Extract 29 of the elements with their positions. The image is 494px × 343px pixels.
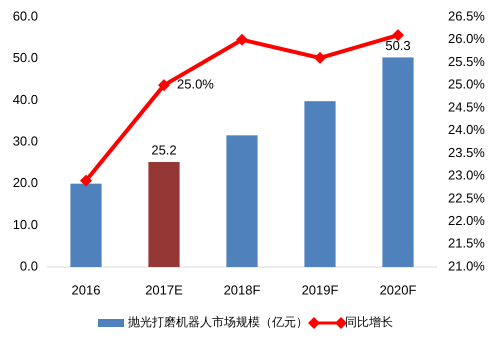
data-label: 25.0% xyxy=(177,76,214,92)
y-tick: 0.0 xyxy=(20,258,38,274)
y2-tick: 23.5% xyxy=(448,144,485,160)
x-tick: 2018F xyxy=(224,282,260,298)
y2-tick: 21.0% xyxy=(448,258,485,274)
y2-tick: 26.0% xyxy=(448,31,485,46)
legend-label: 同比增长 xyxy=(345,315,393,330)
y2-tick: 25.5% xyxy=(448,54,485,69)
x-tick: 2020F xyxy=(380,282,416,298)
x-tick: 2019F xyxy=(302,282,338,298)
y2-tick: 24.0% xyxy=(448,122,485,138)
data-label: 25.2 xyxy=(151,142,177,158)
y2-tick: 23.0% xyxy=(448,168,485,183)
y2-tick: 26.5% xyxy=(448,8,485,24)
y2-tick: 22.5% xyxy=(448,190,485,206)
legend-label: 抛光打磨机器人市场规模（亿元） xyxy=(128,315,308,330)
y2-tick: 21.5% xyxy=(448,236,485,251)
y-tick: 20.0 xyxy=(12,175,38,190)
y-tick: 60.0 xyxy=(12,8,38,24)
x-tick: 2017E xyxy=(145,282,183,298)
y-tick: 10.0 xyxy=(12,216,38,232)
y2-tick: 25.0% xyxy=(448,76,485,92)
y-tick: 30.0 xyxy=(12,133,38,148)
y2-tick: 22.0% xyxy=(448,212,485,228)
y2-tick: 24.5% xyxy=(448,99,485,114)
data-label: 50.3 xyxy=(385,38,411,53)
y-tick: 50.0 xyxy=(12,50,38,66)
x-tick: 2016 xyxy=(72,282,100,298)
y-tick: 40.0 xyxy=(12,92,38,107)
